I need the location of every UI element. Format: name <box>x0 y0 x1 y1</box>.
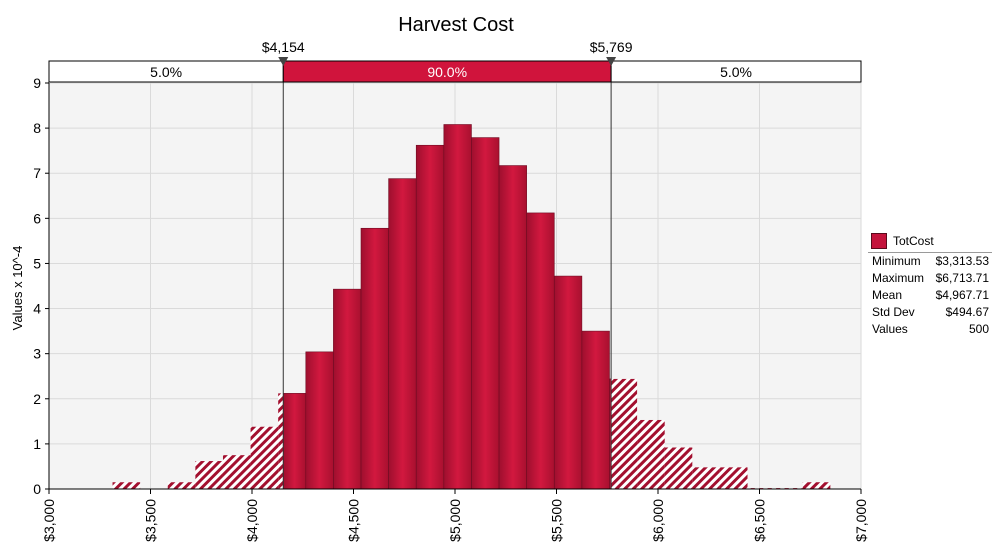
band-percent-label: 5.0% <box>720 64 752 80</box>
y-tick-label: 9 <box>33 75 41 91</box>
stat-row-mean: Mean $4,967.71 <box>868 287 992 304</box>
histogram-bar <box>581 330 610 490</box>
stat-row-minimum: Minimum $3,313.53 <box>868 253 992 270</box>
x-tick-label: $3,000 <box>41 499 57 542</box>
y-tick-label: 6 <box>33 210 41 226</box>
stat-row-std-dev: Std Dev $494.67 <box>868 304 992 321</box>
y-tick-label: 2 <box>33 391 41 407</box>
histogram-bar <box>415 144 445 490</box>
delimiter-lines <box>282 82 612 489</box>
stat-value: $6,713.71 <box>935 271 989 285</box>
chart-title: Harvest Cost <box>398 14 514 36</box>
histogram-bar-tail <box>222 455 251 489</box>
histogram-bar-tail <box>637 419 665 489</box>
histogram-bar-tail <box>112 482 141 489</box>
band-percent-label: 90.0% <box>427 64 467 80</box>
histogram-bar <box>553 275 583 490</box>
x-tick-label: $4,500 <box>346 499 362 542</box>
stat-value: 500 <box>968 322 989 336</box>
stat-label: Values <box>872 322 908 336</box>
x-tick-label: $5,000 <box>447 499 463 542</box>
histogram-bar <box>282 393 307 490</box>
histogram-bar-tail <box>167 482 196 489</box>
legend-series: TotCost <box>868 230 992 253</box>
stat-value: $3,313.53 <box>935 254 989 268</box>
y-tick-label: 5 <box>33 255 41 271</box>
y-tick-label: 3 <box>33 346 41 362</box>
axes: 0 1 2 3 4 5 6 7 8 9 $3,000 $3,500 $4,000 $4,500 $5,000… <box>33 75 869 542</box>
stat-label: Maximum <box>872 271 925 285</box>
y-tick-label: 7 <box>33 165 41 181</box>
histogram-bar <box>471 137 500 490</box>
probability-band: 5.0% 90.0% 5.0% $4,154 $5,769 <box>48 39 862 83</box>
y-tick-label: 1 <box>33 436 41 452</box>
histogram-bar <box>498 165 527 490</box>
delimiter-marker-icon <box>278 57 289 66</box>
legend-series-name: TotCost <box>893 234 934 248</box>
histogram-bar <box>388 178 417 490</box>
histogram-bar <box>305 351 334 490</box>
y-tick-label: 4 <box>33 301 41 317</box>
stat-value: $494.67 <box>945 305 989 319</box>
histogram-bar-tail <box>611 378 638 489</box>
histogram-bar-tail <box>692 467 720 489</box>
stat-label: Std Dev <box>872 305 915 319</box>
delimiter-marker-icon <box>606 57 617 66</box>
histogram-bar-tail <box>664 447 693 489</box>
histogram-bar-tail <box>250 426 279 489</box>
band-region <box>610 60 862 83</box>
stat-label: Mean <box>872 288 903 302</box>
legend-panel: TotCost Minimum $3,313.53 Maximum $6,713… <box>868 230 992 338</box>
y-axis-label: Values x 10^-4 <box>10 246 25 331</box>
x-tick-label: $3,500 <box>143 499 159 542</box>
band-percent-label: 5.0% <box>150 64 182 80</box>
histogram-bar <box>333 288 362 490</box>
delimiter-value-label: $4,154 <box>262 39 305 55</box>
x-tick-label: $4,000 <box>244 499 260 542</box>
histogram-bar-tail <box>802 482 831 489</box>
x-tick-label: $6,500 <box>752 499 768 542</box>
histogram-bar <box>443 124 472 490</box>
stat-label: Minimum <box>872 254 921 268</box>
y-tick-label: 8 <box>33 120 41 136</box>
x-tick-label: $5,500 <box>549 499 565 542</box>
histogram-bar-tail <box>719 467 748 489</box>
x-tick-label: $7,000 <box>853 499 869 542</box>
stat-row-maximum: Maximum $6,713.71 <box>868 270 992 287</box>
histogram-bar <box>526 212 555 490</box>
stat-row-values: Values 500 <box>868 321 992 338</box>
histogram-bar-tail <box>195 461 223 489</box>
delimiter-value-label: $5,769 <box>590 39 633 55</box>
y-tick-label: 0 <box>33 481 41 497</box>
stat-value: $4,967.71 <box>935 288 989 302</box>
series-swatch <box>871 233 887 249</box>
histogram-bar-tail <box>278 393 284 489</box>
x-tick-label: $6,000 <box>650 499 666 542</box>
histogram-bar <box>360 227 389 490</box>
histogram-bars <box>112 124 831 490</box>
